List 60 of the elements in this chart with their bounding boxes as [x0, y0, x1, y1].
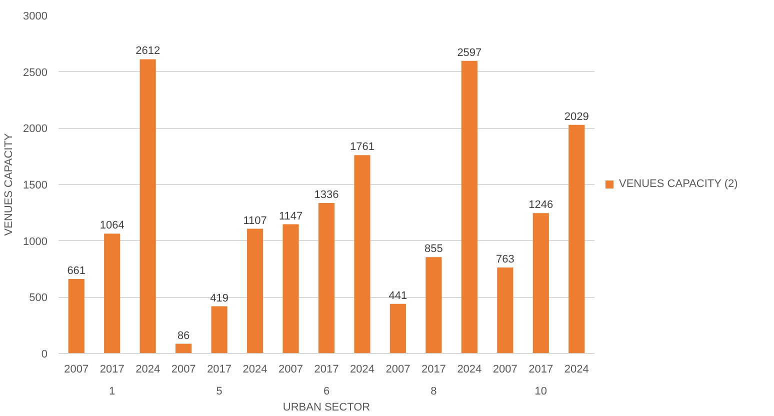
data-label: 1107: [243, 214, 267, 227]
data-label: 2597: [457, 46, 482, 59]
x-tick-label: 2024: [350, 364, 374, 376]
y-tick-label: 1000: [23, 236, 48, 248]
x-tick-label: 2024: [564, 364, 589, 376]
data-label: 86: [177, 330, 190, 342]
bar: [104, 234, 120, 354]
bar: [426, 257, 442, 354]
x-tick-label: 2017: [100, 364, 124, 376]
x-tick-label: 2017: [314, 364, 339, 376]
y-tick-label: 2500: [23, 66, 48, 79]
data-label: 855: [424, 243, 443, 256]
bar: [176, 344, 192, 354]
legend-label: VENUES CAPACITY (2): [619, 178, 738, 190]
data-label: 2029: [564, 110, 589, 123]
text: 10: [534, 386, 548, 398]
y-axis-title: VENUES CAPACITY: [3, 132, 16, 236]
bar: [390, 304, 406, 354]
bar: [461, 60, 478, 354]
bar: [318, 202, 335, 354]
data-label: 419: [210, 292, 228, 304]
text: 8: [430, 386, 437, 398]
data-label: 2612: [136, 45, 160, 58]
data-label: 1147: [278, 210, 303, 222]
data-label: 661: [67, 265, 86, 278]
x-tick-label: 2007: [492, 364, 518, 376]
x-tick-label: 2024: [457, 364, 482, 376]
x-axis-title: URBAN SECTOR: [282, 402, 370, 414]
x-tick-label: 2007: [386, 364, 410, 376]
x-tick-label: 2017: [421, 364, 446, 376]
bar: [246, 228, 264, 354]
bar: [211, 306, 228, 354]
x-tick-label: 2017: [207, 364, 232, 376]
y-tick-label: 2000: [23, 123, 48, 136]
bar: [140, 59, 156, 354]
x-tick-label: 2007: [64, 364, 89, 376]
y-tick-label: 500: [29, 292, 48, 304]
bar: [568, 124, 585, 354]
x-tick-label: 2024: [242, 364, 268, 376]
data-label: 441: [388, 290, 408, 302]
y-tick-label: 1500: [23, 180, 48, 192]
bar: [282, 224, 299, 354]
x-tick-label: 2007: [171, 364, 196, 376]
text: 5: [216, 386, 222, 398]
text: 1: [109, 386, 116, 398]
x-tick-label: 2017: [528, 364, 554, 376]
data-label: 1761: [350, 141, 374, 154]
x-tick-label: 2024: [136, 364, 160, 376]
data-label: 1246: [528, 199, 554, 212]
data-label: 763: [496, 254, 514, 266]
y-tick-label: 0: [41, 348, 48, 360]
bar: [497, 268, 514, 354]
bar: [68, 279, 84, 354]
bar: [354, 155, 370, 354]
x-tick-label: 2007: [278, 364, 304, 376]
data-label: 1336: [314, 188, 339, 201]
text: 6: [323, 386, 330, 398]
data-label: 1064: [100, 220, 124, 232]
y-tick-label: 3000: [23, 10, 48, 22]
bar: [532, 213, 549, 354]
